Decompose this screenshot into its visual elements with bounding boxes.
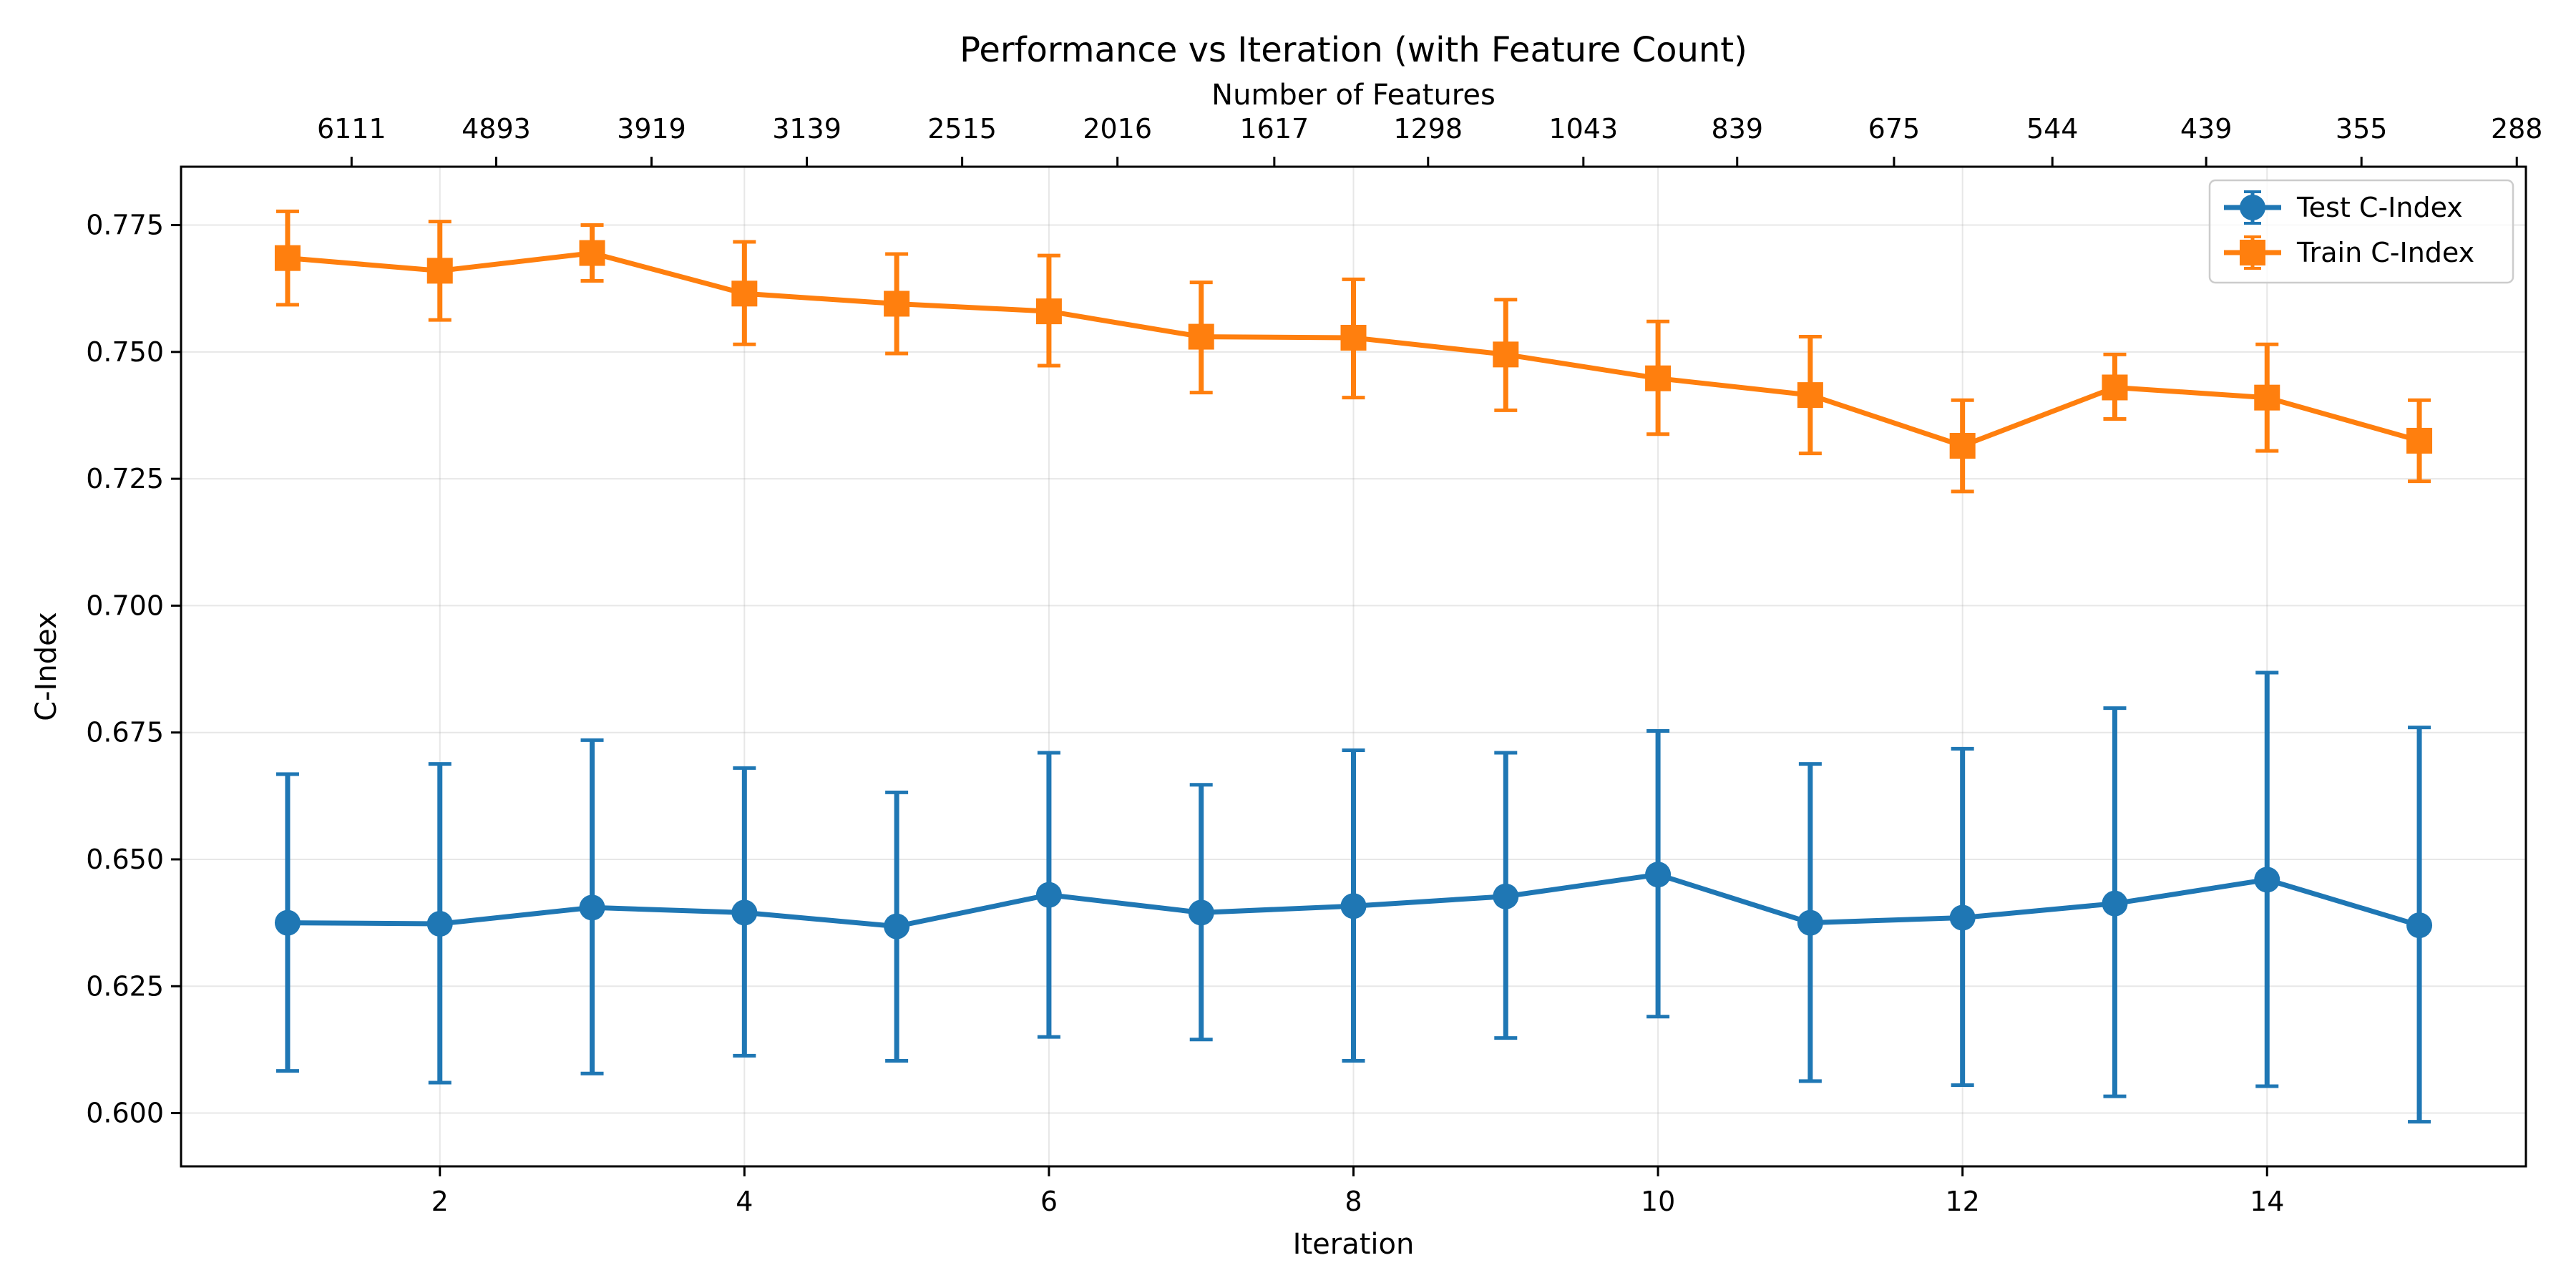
data-point <box>884 291 910 317</box>
top-axis-label: Number of Features <box>1211 79 1496 112</box>
top-tick-label: 1298 <box>1393 113 1463 145</box>
data-point <box>1645 365 1672 391</box>
data-point <box>1949 433 1976 459</box>
data-point <box>1035 298 1062 325</box>
data-point <box>1949 904 1976 931</box>
y-tick-label: 0.625 <box>86 970 164 1002</box>
legend-item-test: Test C-Index <box>2224 190 2463 225</box>
data-point <box>2254 867 2280 893</box>
data-point <box>1340 893 1367 919</box>
x-axis-label: Iteration <box>1293 1228 1415 1261</box>
data-point <box>1188 899 1214 926</box>
x-tick-label: 8 <box>1345 1186 1362 1217</box>
top-tick-label: 3919 <box>617 113 686 145</box>
legend-item-train: Train C-Index <box>2224 235 2474 270</box>
y-tick-label: 0.600 <box>86 1098 164 1129</box>
x-tick-label: 14 <box>2250 1186 2284 1217</box>
top-tick-label: 4893 <box>462 113 531 145</box>
legend: Test C-Index Train C-Index <box>2208 179 2514 284</box>
top-tick-label: 2515 <box>927 113 997 145</box>
data-point <box>1035 882 1062 908</box>
top-tick-label: 355 <box>2336 113 2388 145</box>
data-point <box>731 280 758 307</box>
top-tick-label: 3139 <box>772 113 841 145</box>
y-axis-label: C-Index <box>30 612 63 721</box>
y-axis: 0.600 0.625 0.650 0.675 0.700 0.725 0.750 0.775 <box>86 210 181 1129</box>
markers <box>274 862 2433 940</box>
legend-box <box>2208 179 2514 284</box>
plot-series <box>274 209 2433 1124</box>
data-point <box>1797 909 1823 936</box>
chart-title: Performance vs Iteration (with Feature C… <box>960 30 1747 70</box>
data-point <box>579 240 605 266</box>
legend-marker <box>2240 240 2265 265</box>
top-tick-label: 6111 <box>317 113 386 145</box>
x-tick-label: 12 <box>1945 1186 1979 1217</box>
y-tick-label: 0.775 <box>86 210 164 241</box>
top-tick-label: 675 <box>1868 113 1921 145</box>
data-point <box>426 258 453 284</box>
data-point <box>2102 890 2128 917</box>
top-tick-label: 2016 <box>1083 113 1152 145</box>
data-point <box>2254 384 2280 411</box>
y-tick-label: 0.650 <box>86 844 164 875</box>
series-train <box>274 209 2433 494</box>
x-axis: 2 4 6 8 10 12 14 <box>431 1166 2284 1217</box>
y-tick-label: 0.725 <box>86 463 164 494</box>
markers <box>274 240 2433 459</box>
data-point <box>274 909 301 936</box>
data-point <box>884 913 910 940</box>
data-point <box>274 245 301 271</box>
top-tick-label: 288 <box>2491 113 2543 145</box>
x-tick-label: 4 <box>736 1186 753 1217</box>
top-tick-label: 1617 <box>1239 113 1309 145</box>
data-point <box>1645 862 1672 888</box>
top-tick-label: 544 <box>2026 113 2079 145</box>
data-point <box>2102 374 2128 401</box>
data-point <box>1797 382 1823 409</box>
x-tick-label: 6 <box>1040 1186 1058 1217</box>
top-tick-label: 1043 <box>1548 113 1618 145</box>
data-point <box>1340 324 1367 351</box>
y-tick-label: 0.700 <box>86 590 164 621</box>
y-tick-label: 0.675 <box>86 717 164 748</box>
data-point <box>1493 883 1519 909</box>
data-point <box>2406 912 2433 939</box>
top-tick-label: 839 <box>1711 113 1763 145</box>
legend-marker <box>2240 195 2265 220</box>
data-point <box>2406 427 2433 454</box>
legend-label: Train C-Index <box>2296 237 2474 268</box>
x-tick-label: 10 <box>1641 1186 1675 1217</box>
data-point <box>731 899 758 926</box>
legend-label: Test C-Index <box>2296 192 2463 223</box>
data-point <box>1188 323 1214 350</box>
data-point <box>426 911 453 937</box>
top-x-axis: 6111 4893 3919 3139 2515 2016 1617 1298 1043 839 6… <box>317 113 2543 167</box>
series-test <box>274 670 2433 1124</box>
data-point <box>1493 341 1519 368</box>
y-tick-label: 0.750 <box>86 336 164 368</box>
data-point <box>579 894 605 921</box>
top-tick-label: 439 <box>2180 113 2233 145</box>
x-tick-label: 2 <box>431 1186 449 1217</box>
